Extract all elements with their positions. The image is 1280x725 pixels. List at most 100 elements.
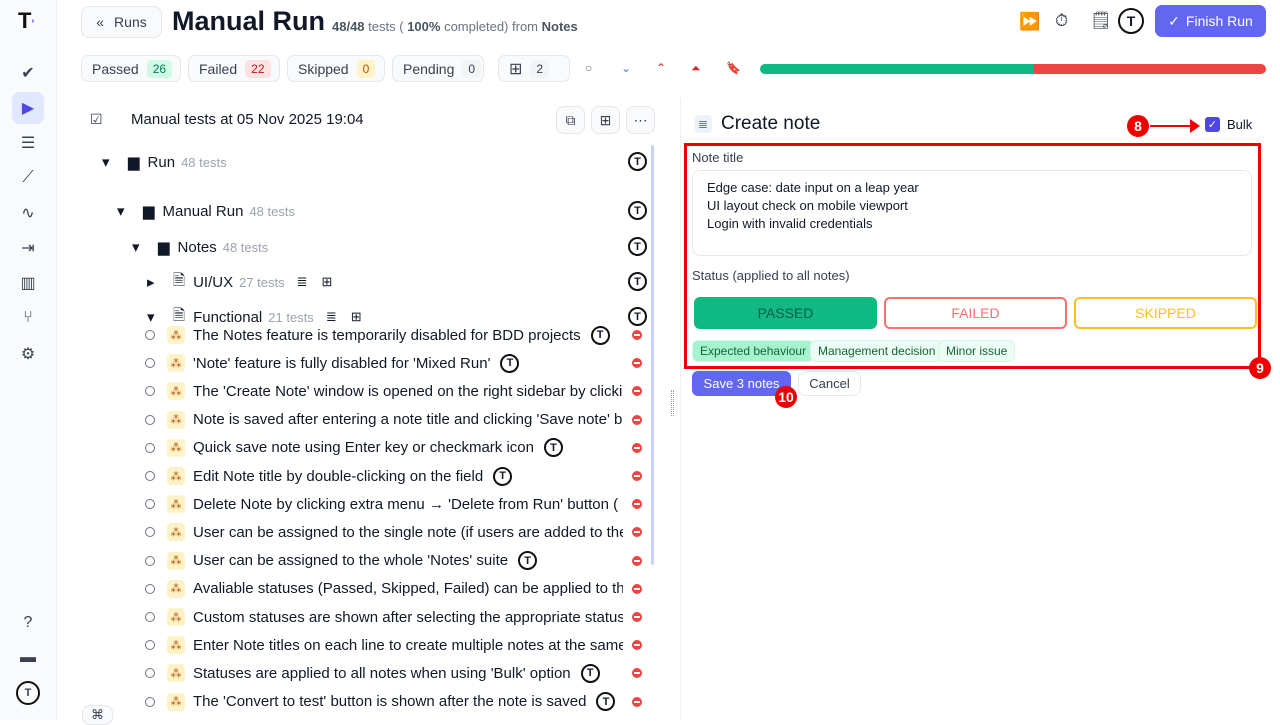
chevron-down-icon[interactable]: ▾: [147, 309, 155, 326]
chevron-right-icon[interactable]: ▸: [147, 274, 155, 291]
filter-skipped[interactable]: Skipped 0: [287, 55, 385, 82]
test-row[interactable]: ⁂ Quick save note using Enter key or chec…: [145, 434, 650, 462]
add-suite-icon[interactable]: ⊞: [350, 309, 362, 324]
user-avatar[interactable]: T: [12, 677, 44, 709]
failed-status-icon[interactable]: [632, 358, 642, 369]
test-row[interactable]: ⁂ Statuses are applied to all notes when …: [145, 659, 650, 687]
note-icon: ≣: [694, 115, 712, 133]
tag-expected-behaviour[interactable]: Expected behaviour: [692, 340, 815, 362]
test-row[interactable]: ⁂ Edit Note title by double-clicking on t…: [145, 462, 650, 490]
back-to-runs-button[interactable]: « Runs: [81, 6, 162, 38]
pulse-icon[interactable]: ∿: [21, 205, 35, 222]
test-row[interactable]: ⁂ The 'Convert to test' button is shown a…: [145, 688, 650, 716]
test-row[interactable]: ⁂ Enter Note titles on each line to creat…: [145, 631, 650, 659]
import-icon[interactable]: ⇥: [21, 240, 35, 257]
tree-node[interactable]: ▸ 🗎 UI/UX 27 tests ≣ ⊞: [82, 268, 652, 296]
failed-status-icon[interactable]: [632, 555, 642, 566]
test-title: The 'Create Note' window is opened on th…: [193, 382, 623, 400]
test-row[interactable]: ⁂ 'Note' feature is fully disabled for 'M…: [145, 349, 650, 377]
play-icon[interactable]: ▶: [12, 92, 44, 124]
failed-status-icon[interactable]: [632, 668, 642, 679]
tree-view-icon[interactable]: ⊞: [591, 106, 620, 134]
add-suite-icon[interactable]: ⊞: [321, 274, 333, 289]
bulk-checkbox[interactable]: ✓: [1205, 117, 1220, 132]
add-note-icon[interactable]: 🗒: [1090, 11, 1112, 30]
test-row[interactable]: ⁂ The 'Create Note' window is opened on t…: [145, 377, 650, 405]
bookmark-icon[interactable]: 🔖: [726, 61, 741, 75]
failed-status-icon[interactable]: [632, 414, 642, 425]
add-test-icon[interactable]: ≣: [296, 274, 308, 289]
test-row[interactable]: ⁂ Note is saved after entering a note tit…: [145, 406, 650, 434]
test-title: Avaliable statuses (Passed, Skipped, Fai…: [193, 580, 623, 598]
app-logo[interactable]: T': [18, 8, 35, 33]
filter-notes[interactable]: ⊞ 2: [498, 55, 570, 82]
resize-handle[interactable]: [671, 390, 674, 416]
chevron-down-icon[interactable]: ▾: [102, 154, 110, 171]
cancel-button[interactable]: Cancel: [798, 371, 861, 396]
status-skipped-button[interactable]: SKIPPED: [1074, 297, 1257, 329]
test-row[interactable]: ⁂ User can be assigned to the single note…: [145, 518, 650, 546]
priority-low-icon[interactable]: ⌄: [621, 61, 632, 75]
tree-node[interactable]: ▾ ▆ Manual Run 48 tests: [82, 197, 652, 225]
branch-icon[interactable]: ⑂: [23, 309, 33, 326]
failed-status-icon[interactable]: [632, 527, 642, 538]
assignee-avatar[interactable]: T: [628, 201, 647, 220]
tree-node[interactable]: ▾ 🗎 Functional 21 tests ≣ ⊞: [82, 303, 652, 331]
steps-icon[interactable]: ⟋: [22, 169, 34, 186]
filter-failed[interactable]: Failed 22: [188, 55, 280, 82]
tree-node[interactable]: ▾ ▆ Notes 48 tests: [82, 233, 652, 261]
failed-status-icon[interactable]: [632, 640, 642, 651]
copy-icon[interactable]: ⧉: [556, 106, 585, 134]
failed-status-icon[interactable]: [632, 612, 642, 622]
manual-test-icon: ⁂: [167, 354, 185, 373]
failed-status-icon[interactable]: [632, 499, 642, 510]
shortcuts-button[interactable]: ⌘: [82, 705, 113, 725]
finish-run-button[interactable]: ✓ Finish Run: [1155, 5, 1266, 37]
failed-status-icon[interactable]: [632, 583, 642, 594]
help-icon[interactable]: ?: [23, 614, 33, 631]
status-passed-button[interactable]: PASSED: [694, 297, 877, 329]
assignee-avatar: T: [493, 466, 513, 486]
manual-test-icon: ⁂: [167, 495, 185, 514]
failed-status-icon[interactable]: [632, 471, 642, 481]
priority-none-icon[interactable]: ○: [585, 61, 593, 75]
assignee-avatar[interactable]: T: [628, 237, 647, 256]
tree-node[interactable]: ▾ ▆ Run 48 tests: [82, 148, 652, 176]
test-row[interactable]: ⁂ Avaliable statuses (Passed, Skipped, Fa…: [145, 575, 650, 603]
chart-icon[interactable]: ▥: [20, 275, 36, 292]
folder-icon[interactable]: ▬: [20, 649, 36, 666]
assignee-avatar[interactable]: T: [628, 307, 647, 326]
save-notes-button[interactable]: Save 3 notes: [692, 371, 791, 396]
test-row[interactable]: ⁂ Custom statuses are shown after selecti…: [145, 603, 650, 631]
status-failed-button[interactable]: FAILED: [884, 297, 1067, 329]
failed-status-icon[interactable]: [632, 330, 642, 340]
priority-critical-icon[interactable]: ⏶: [691, 61, 701, 75]
timer-icon[interactable]: ⏱: [1055, 11, 1069, 30]
test-row[interactable]: ⁂ Delete Note by clicking extra menu → 'D…: [145, 490, 650, 518]
pending-status-icon: [145, 640, 155, 651]
list-icon[interactable]: ☰: [20, 135, 36, 152]
priority-high-icon[interactable]: ⌃: [656, 61, 667, 75]
fast-forward-icon[interactable]: ⏩: [1019, 12, 1041, 31]
filter-pending[interactable]: Pending 0: [392, 55, 484, 82]
tag-management-decision[interactable]: Management decision: [810, 340, 944, 362]
failed-status-icon[interactable]: [632, 696, 642, 707]
more-icon[interactable]: ⋯: [626, 106, 655, 134]
tag-minor-issue[interactable]: Minor issue: [938, 340, 1016, 362]
scrollbar[interactable]: [651, 145, 654, 565]
filter-passed[interactable]: Passed 26: [81, 55, 181, 82]
note-title-textarea[interactable]: Edge case: date input on a leap year UI l…: [692, 170, 1252, 256]
test-row[interactable]: ⁂ User can be assigned to the whole 'Note…: [145, 547, 650, 575]
assignee-avatar[interactable]: T: [628, 152, 647, 171]
failed-status-icon[interactable]: [632, 386, 642, 397]
assignee-avatar[interactable]: T: [628, 272, 647, 291]
check-icon[interactable]: ✔: [21, 65, 35, 82]
assignee-avatar[interactable]: T: [1118, 8, 1144, 34]
gear-icon[interactable]: ⚙: [20, 346, 36, 363]
test-row[interactable]: ⁂ The Notes feature is temporarily disabl…: [145, 321, 650, 349]
chevron-down-icon[interactable]: ▾: [117, 203, 125, 220]
note-panel-title: Create note: [721, 113, 821, 134]
add-test-icon[interactable]: ≣: [325, 309, 337, 324]
failed-status-icon[interactable]: [632, 442, 642, 453]
chevron-down-icon[interactable]: ▾: [132, 239, 140, 256]
